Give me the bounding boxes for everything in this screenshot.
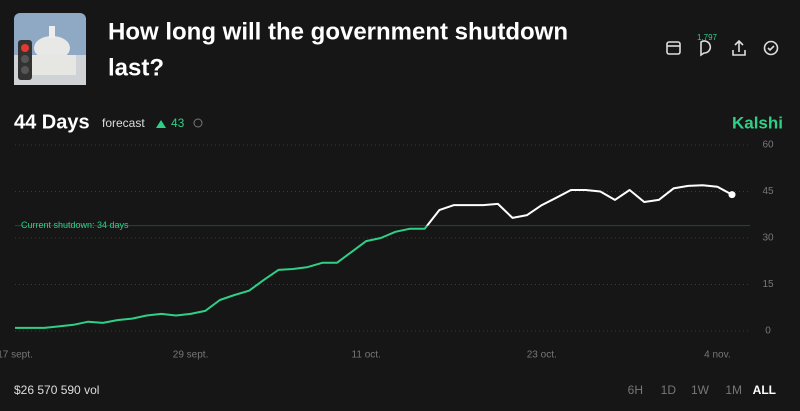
forecast-change: 43: [171, 116, 185, 130]
y-tick-label: 60: [762, 140, 774, 151]
x-tick-label: 17 sept.: [0, 350, 33, 361]
last-point: [728, 191, 736, 199]
calendar-icon[interactable]: [666, 41, 681, 55]
range-button[interactable]: 1M: [725, 383, 742, 397]
comment-count: 1,797: [697, 33, 718, 42]
y-tick-label: 15: [762, 279, 774, 290]
x-tick-label: 4 nov.: [704, 350, 731, 361]
price-line: [15, 184, 733, 329]
forecast-value: 44 Days: [14, 111, 90, 133]
reference-label: Current shutdown: 34 days: [21, 220, 129, 230]
x-tick-label: 29 sept.: [173, 350, 209, 361]
toolbar: [666, 39, 779, 57]
x-tick-label: 11 oct.: [352, 350, 381, 361]
range-button[interactable]: ALL: [753, 383, 776, 397]
volume: $26 570 590 vol: [14, 383, 99, 397]
y-tick-label: 0: [765, 326, 771, 337]
forecast-label: forecast: [102, 116, 145, 130]
info-icon[interactable]: [193, 118, 203, 128]
range-button[interactable]: 6H: [628, 383, 643, 397]
range-button[interactable]: 1W: [691, 383, 710, 397]
watch-icon[interactable]: [763, 40, 779, 56]
title: last?: [108, 54, 164, 81]
y-tick-label: 45: [762, 186, 774, 197]
x-tick-label: 23 oct.: [527, 350, 557, 361]
up-arrow: [156, 120, 166, 128]
share-icon[interactable]: [732, 39, 746, 56]
title: How long will the government shutdown: [108, 18, 568, 45]
y-tick-label: 30: [762, 233, 774, 244]
comments-icon[interactable]: [700, 40, 712, 57]
thumbnail: [14, 13, 86, 85]
range-button[interactable]: 1D: [661, 383, 677, 397]
brand: Kalshi: [732, 113, 783, 132]
